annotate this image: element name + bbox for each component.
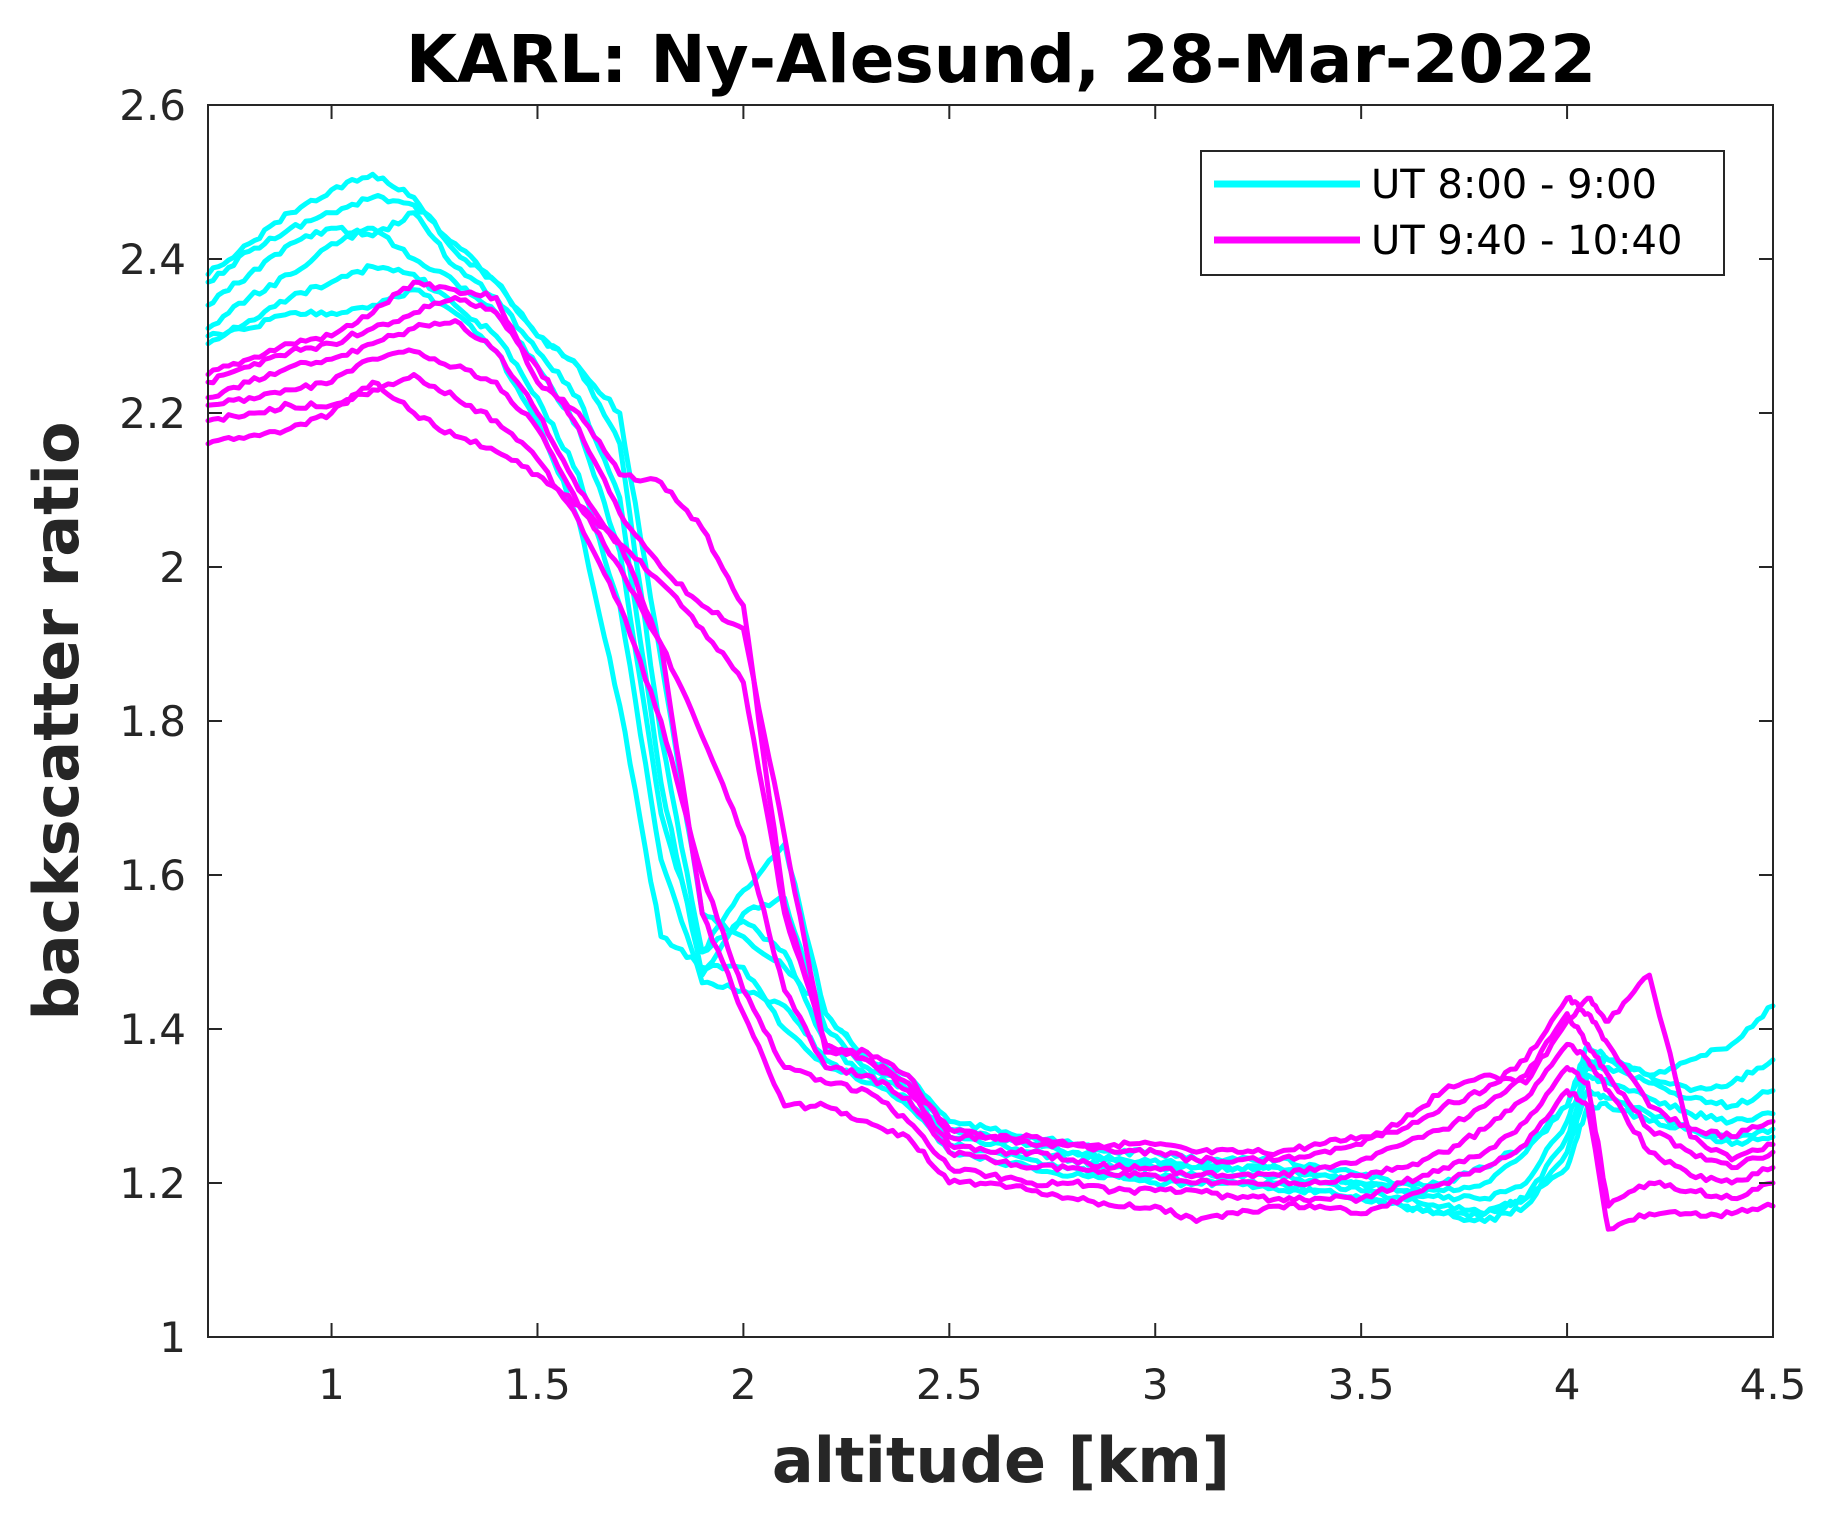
y-tick-label: 2.2 bbox=[119, 389, 186, 438]
y-tick-label: 1.8 bbox=[119, 697, 186, 746]
legend-entry-label: UT 9:40 - 10:40 bbox=[1371, 218, 1682, 264]
x-tick-label: 3 bbox=[1142, 1360, 1169, 1409]
series-line-magenta bbox=[205, 347, 1776, 1189]
y-tick-label: 1.6 bbox=[119, 851, 186, 900]
y-tick-label: 1.4 bbox=[119, 1005, 186, 1054]
x-axis: 1 1.5 2 2.5 3 3.5 4 4.5 bbox=[318, 105, 1806, 1409]
series-layer bbox=[205, 171, 1776, 1232]
x-tick-label: 4 bbox=[1554, 1360, 1581, 1409]
y-axis-label: backscatter ratio bbox=[20, 421, 93, 1020]
x-tick-label: 2 bbox=[730, 1360, 757, 1409]
x-tick-label: 1 bbox=[318, 1360, 345, 1409]
x-tick-label: 1.5 bbox=[504, 1360, 571, 1409]
x-axis-label: altitude [km] bbox=[772, 1424, 1230, 1497]
series-line-magenta bbox=[205, 295, 1776, 1165]
y-tick-label: 1.2 bbox=[119, 1159, 186, 1208]
legend: UT 8:00 - 9:00 UT 9:40 - 10:40 bbox=[1200, 150, 1725, 276]
y-axis: 1 1.2 1.4 1.6 1.8 2 2.2 2.4 2.6 bbox=[119, 81, 1773, 1362]
legend-box bbox=[1200, 150, 1725, 276]
series-line-magenta bbox=[205, 379, 1776, 1232]
series-line-magenta bbox=[205, 318, 1776, 1180]
y-tick-label: 2.4 bbox=[119, 235, 186, 284]
y-tick-label: 2.6 bbox=[119, 81, 186, 130]
y-tick-label: 1 bbox=[159, 1313, 186, 1362]
legend-entry-label: UT 8:00 - 9:00 bbox=[1371, 162, 1657, 208]
x-tick-label: 4.5 bbox=[1740, 1360, 1807, 1409]
x-tick-label: 3.5 bbox=[1328, 1360, 1395, 1409]
series-line-magenta bbox=[205, 372, 1776, 1209]
x-tick-label: 2.5 bbox=[916, 1360, 983, 1409]
chart-title: KARL: Ny-Alesund, 28-Mar-2022 bbox=[406, 21, 1596, 98]
y-tick-label: 2 bbox=[159, 543, 186, 592]
